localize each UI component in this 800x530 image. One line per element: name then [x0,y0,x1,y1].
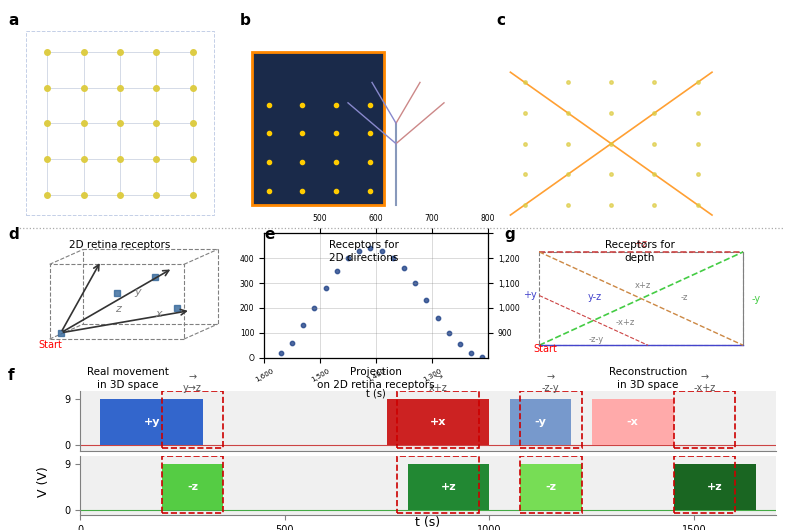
Text: +x: +x [430,417,446,427]
Text: 2D retina receptors: 2D retina receptors [70,240,170,250]
Point [431,314,444,322]
Point [454,340,466,348]
Point [476,352,489,361]
Text: c: c [496,13,505,28]
Point [319,284,332,292]
Point [398,264,410,272]
Point [308,304,321,312]
Bar [252,52,384,205]
Text: a: a [8,13,18,28]
Point [353,246,366,255]
Point [375,246,388,255]
Point [420,296,433,305]
Text: Receptors for
2D directions: Receptors for 2D directions [329,240,399,263]
Point [364,244,377,252]
Text: +y: +y [523,290,537,300]
Text: +y: +y [143,417,160,427]
Text: Start: Start [534,343,558,354]
Text: -z-y: -z-y [542,383,560,393]
Text: e: e [264,227,274,242]
Text: Real movement
in 3D space: Real movement in 3D space [87,367,169,390]
Text: y: y [134,287,142,297]
Text: -y: -y [534,417,546,427]
Bar [520,464,582,510]
Text: V (V): V (V) [38,466,50,497]
Bar [510,399,571,445]
Bar [592,399,674,445]
Point [286,339,298,347]
Bar [520,391,582,448]
Text: -z: -z [681,294,688,303]
Text: Start: Start [38,340,62,350]
Point [442,329,455,337]
Text: x+z: x+z [429,383,448,393]
Bar [387,399,490,445]
Bar [398,391,479,448]
Point [409,279,422,287]
Point [465,349,478,357]
Text: Projection
on 2D retina receptors: Projection on 2D retina receptors [317,367,435,390]
Text: →: → [700,373,709,383]
Text: -z: -z [546,482,556,492]
X-axis label: t (s): t (s) [366,388,386,399]
Text: +z: +z [706,482,722,492]
Bar [674,456,735,513]
Text: -z-y: -z-y [588,334,603,343]
Text: d: d [8,227,18,242]
Bar [674,464,755,510]
Bar [674,391,735,448]
Text: x+z: x+z [634,281,650,290]
Text: g: g [504,227,514,242]
Point [330,266,343,275]
Text: y-z: y-z [588,293,602,303]
Text: -x+z: -x+z [615,319,634,328]
Bar [520,456,582,513]
Text: f: f [8,368,14,383]
Text: +z: +z [441,482,456,492]
Text: -x+z: -x+z [694,383,715,393]
Bar [162,391,223,448]
Text: →: → [434,373,442,383]
Text: Receptors for
depth: Receptors for depth [605,240,675,263]
Text: y→z: y→z [183,383,202,393]
Text: -z: -z [187,482,198,492]
Text: b: b [240,13,251,28]
Text: →: → [546,373,555,383]
Bar [407,464,490,510]
Point [342,254,354,262]
Bar [162,456,223,513]
Text: +z: +z [634,239,647,249]
Text: -x: -x [627,417,638,427]
Bar [101,399,203,445]
Point [297,321,310,330]
Text: x: x [155,308,162,319]
Bar [398,456,479,513]
Text: →: → [189,373,197,383]
Text: t (s): t (s) [415,516,441,529]
Text: z: z [114,304,121,314]
Text: Reconstruction
in 3D space: Reconstruction in 3D space [609,367,687,390]
Point [274,349,287,357]
Point [386,254,399,262]
Bar [162,464,223,510]
Text: -y: -y [751,294,761,304]
